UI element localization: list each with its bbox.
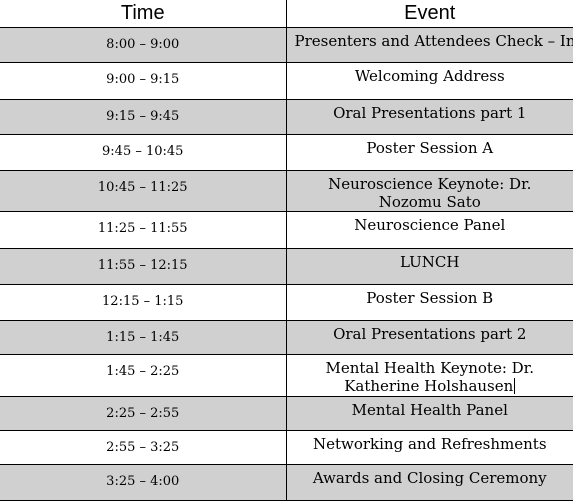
event-cell[interactable]: Neuroscience Panel xyxy=(285,211,573,249)
time-cell: 1:45 – 2:25 xyxy=(0,354,287,397)
time-cell: 12:15 – 1:15 xyxy=(0,284,287,321)
time-column-header: Time xyxy=(0,0,287,28)
event-cell[interactable]: Presenters and Attendees Check – In xyxy=(285,27,573,63)
event-cell[interactable]: Poster Session B xyxy=(285,284,573,321)
event-cell[interactable]: LUNCH xyxy=(285,248,573,285)
header-row: Time Event xyxy=(0,0,573,28)
table-row: 2:25 – 2:55 Mental Health Panel xyxy=(0,396,573,431)
time-cell: 9:00 – 9:15 xyxy=(0,62,287,100)
event-cell[interactable]: Poster Session A xyxy=(285,134,573,171)
time-cell: 11:55 – 12:15 xyxy=(0,248,287,285)
table-row: 3:25 – 4:00 Awards and Closing Ceremony xyxy=(0,464,573,501)
time-cell: 2:55 – 3:25 xyxy=(0,430,287,465)
table-row: 12:15 – 1:15 Poster Session B xyxy=(0,284,573,321)
time-cell: 9:45 – 10:45 xyxy=(0,134,287,171)
time-cell: 8:00 – 9:00 xyxy=(0,27,287,63)
table-row: 8:00 – 9:00 Presenters and Attendees Che… xyxy=(0,27,573,63)
table-row: 11:25 – 11:55 Neuroscience Panel xyxy=(0,211,573,249)
event-cell[interactable]: Neuroscience Keynote: Dr. Nozomu Sato xyxy=(285,170,573,212)
event-text: Mental Health Keynote: Dr. Katherine Hol… xyxy=(325,359,534,395)
event-cell[interactable]: Oral Presentations part 1 xyxy=(285,99,573,135)
time-cell: 2:25 – 2:55 xyxy=(0,396,287,431)
event-cell[interactable]: Oral Presentations part 2 xyxy=(285,320,573,355)
table-row: 9:00 – 9:15 Welcoming Address xyxy=(0,62,573,100)
table-row: 10:45 – 11:25 Neuroscience Keynote: Dr. … xyxy=(0,170,573,212)
event-cell[interactable]: Mental Health Panel xyxy=(285,396,573,431)
time-cell: 3:25 – 4:00 xyxy=(0,464,287,501)
table-row: 1:15 – 1:45 Oral Presentations part 2 xyxy=(0,320,573,355)
event-cell[interactable]: Networking and Refreshments xyxy=(285,430,573,465)
table-row: 2:55 – 3:25 Networking and Refreshments xyxy=(0,430,573,465)
time-cell: 10:45 – 11:25 xyxy=(0,170,287,212)
event-cell[interactable]: Awards and Closing Ceremony xyxy=(285,464,573,501)
time-cell: 9:15 – 9:45 xyxy=(0,99,287,135)
time-cell: 1:15 – 1:45 xyxy=(0,320,287,355)
table-row: 9:15 – 9:45 Oral Presentations part 1 xyxy=(0,99,573,135)
text-cursor xyxy=(514,378,516,394)
table-row: 1:45 – 2:25 Mental Health Keynote: Dr. K… xyxy=(0,354,573,397)
event-cell[interactable]: Welcoming Address xyxy=(285,62,573,100)
table-row: 11:55 – 12:15 LUNCH xyxy=(0,248,573,285)
table-row: 9:45 – 10:45 Poster Session A xyxy=(0,134,573,171)
event-column-header: Event xyxy=(285,0,573,28)
time-cell: 11:25 – 11:55 xyxy=(0,211,287,249)
event-cell[interactable]: Mental Health Keynote: Dr. Katherine Hol… xyxy=(285,354,573,397)
